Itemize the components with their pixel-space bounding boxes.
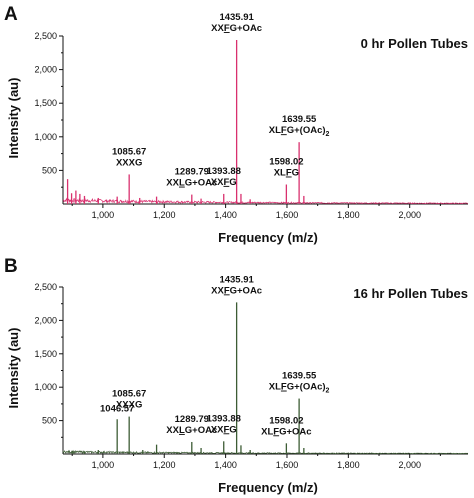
peak-mass-label: 1393.88 bbox=[207, 413, 241, 424]
y-tick-label: 1,000 bbox=[34, 132, 57, 142]
peak-structure-label: XXLG+OAc bbox=[166, 425, 217, 436]
panel-title: 0 hr Pollen Tubes bbox=[361, 36, 468, 51]
y-tick-label: 500 bbox=[42, 416, 57, 426]
y-axis-title: Intensity (au) bbox=[6, 328, 21, 409]
y-tick-label: 2,500 bbox=[34, 31, 57, 41]
y-tick-label: 2,500 bbox=[34, 282, 57, 292]
structure-segment: XXXG bbox=[116, 157, 142, 168]
panel-title: 16 hr Pollen Tubes bbox=[353, 286, 468, 301]
spectrum-baseline-trace bbox=[62, 449, 469, 455]
peak-structure-label: XXFG bbox=[211, 424, 237, 435]
peak-structure-label: XLFG+(OAc)2 bbox=[269, 382, 330, 395]
peak-mass-label: 1598.02 bbox=[269, 157, 303, 168]
y-tick-label: 1,500 bbox=[34, 98, 57, 108]
peak-mass-label: 1598.02 bbox=[269, 415, 303, 426]
structure-segment: XX bbox=[211, 285, 224, 296]
peak-structure-label: XXFG+OAc bbox=[211, 285, 262, 296]
peak-structure-label: XXFG bbox=[211, 177, 237, 188]
structure-segment: G+OAc bbox=[185, 425, 217, 436]
x-axis-title: Frequency (m/z) bbox=[218, 480, 318, 495]
structure-segment: G bbox=[229, 424, 236, 435]
structure-segment: F bbox=[281, 382, 287, 393]
structure-segment: XX bbox=[211, 424, 224, 435]
panel-letter: B bbox=[4, 256, 18, 277]
peak-mass-label: 1085.67 bbox=[112, 389, 146, 400]
structure-segment: G+OAc bbox=[230, 285, 262, 296]
structure-segment: G+OAc bbox=[279, 426, 311, 437]
structure-segment: F bbox=[223, 177, 229, 188]
x-tick-label: 1,000 bbox=[92, 460, 115, 470]
peak-structure-label: XXXG bbox=[116, 157, 142, 168]
peak-mass-label: 1639.55 bbox=[282, 371, 317, 382]
x-tick-label: 1,200 bbox=[153, 460, 176, 470]
x-tick-label: 2,000 bbox=[398, 460, 421, 470]
peak-mass-label: 1289.79 bbox=[175, 414, 209, 425]
structure-segment: XX bbox=[166, 425, 179, 436]
peak-mass-label: 1435.91 bbox=[219, 274, 254, 285]
peak-structure-label: XLFG+OAc bbox=[261, 426, 311, 437]
peak-mass-label: 1046.57 bbox=[100, 403, 134, 414]
panel-letter: A bbox=[4, 4, 18, 25]
peak-structure-label: XXFG+OAc bbox=[211, 23, 262, 34]
y-axis-title: Intensity (au) bbox=[6, 78, 21, 159]
x-tick-label: 1,600 bbox=[276, 210, 299, 220]
structure-segment: F bbox=[286, 168, 292, 179]
peak-structure-label: XLFG+(OAc)2 bbox=[269, 125, 330, 138]
x-axis-title: Frequency (m/z) bbox=[218, 230, 318, 245]
structure-segment: F bbox=[224, 23, 230, 34]
peak-mass-label: 1639.55 bbox=[282, 114, 317, 125]
x-tick-label: 1,000 bbox=[92, 210, 115, 220]
structure-segment: F bbox=[223, 424, 229, 435]
structure-segment: L bbox=[179, 178, 185, 189]
structure-segment: XL bbox=[274, 168, 286, 179]
x-tick-label: 1,400 bbox=[214, 210, 237, 220]
structure-segment: F bbox=[273, 426, 279, 437]
structure-segment: XXXG bbox=[116, 400, 142, 411]
structure-segment: XX bbox=[211, 23, 224, 34]
subscript: 2 bbox=[326, 131, 330, 138]
peak-mass-label: 1085.67 bbox=[112, 146, 146, 157]
structure-segment: G+(OAc) bbox=[287, 125, 326, 136]
structure-segment: XX bbox=[211, 177, 224, 188]
x-tick-label: 1,400 bbox=[214, 460, 237, 470]
y-tick-label: 2,000 bbox=[34, 315, 57, 325]
peak-mass-label: 1393.88 bbox=[207, 166, 241, 177]
y-tick-label: 2,000 bbox=[34, 65, 57, 75]
peak-mass-label: 1289.79 bbox=[175, 167, 209, 178]
subscript: 2 bbox=[326, 388, 330, 395]
structure-segment: F bbox=[281, 125, 287, 136]
y-tick-label: 1,000 bbox=[34, 382, 57, 392]
structure-segment: G bbox=[292, 168, 299, 179]
panel-b: B 16 hr Pollen Tubes Intensity (au) Freq… bbox=[4, 256, 469, 495]
structure-segment: F bbox=[224, 285, 230, 296]
x-tick-label: 1,800 bbox=[337, 460, 360, 470]
structure-segment: G+(OAc) bbox=[287, 382, 326, 393]
structure-segment: XL bbox=[269, 382, 281, 393]
peak-structure-label: XXLG+OAc bbox=[166, 178, 217, 189]
y-tick-label: 1,500 bbox=[34, 349, 57, 359]
structure-segment: G+OAc bbox=[185, 178, 217, 189]
structure-segment: G+OAc bbox=[230, 23, 262, 34]
structure-segment: XX bbox=[166, 178, 179, 189]
panel-a: A 0 hr Pollen Tubes Intensity (au) Frequ… bbox=[4, 4, 469, 245]
structure-segment: XL bbox=[269, 125, 281, 136]
peak-structure-label: XXXG bbox=[116, 400, 142, 411]
y-tick-label: 500 bbox=[42, 165, 57, 175]
x-tick-label: 1,200 bbox=[153, 210, 176, 220]
peak-structure-label: XLFG bbox=[274, 168, 299, 179]
structure-segment: G bbox=[229, 177, 236, 188]
x-tick-label: 2,000 bbox=[398, 210, 421, 220]
peak-mass-label: 1435.91 bbox=[219, 12, 254, 23]
structure-segment: XL bbox=[261, 426, 273, 437]
spectrum-baseline-trace bbox=[62, 197, 469, 205]
structure-segment: L bbox=[179, 425, 185, 436]
x-tick-label: 1,600 bbox=[276, 460, 299, 470]
x-tick-label: 1,800 bbox=[337, 210, 360, 220]
